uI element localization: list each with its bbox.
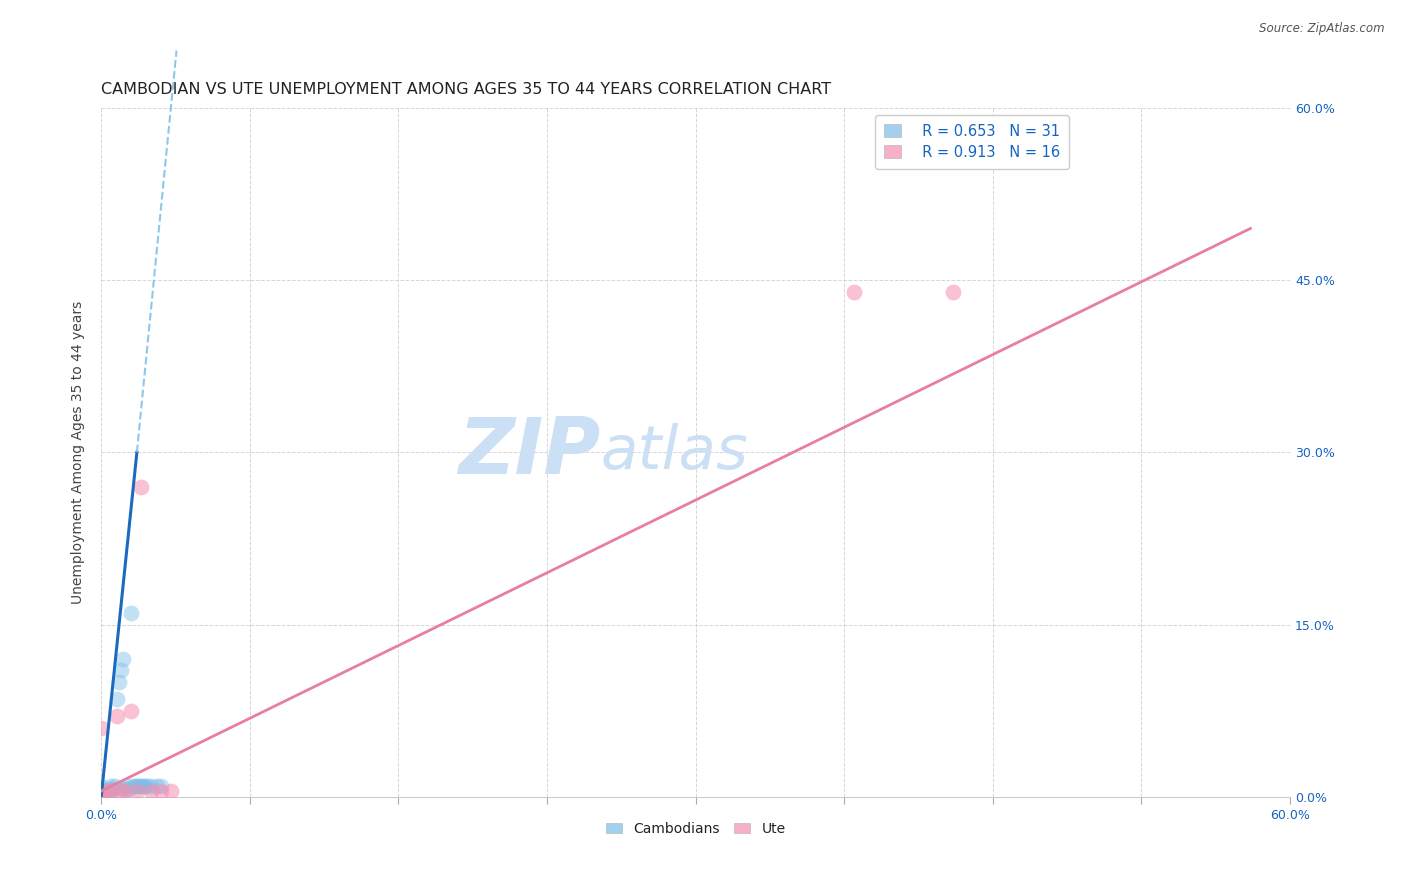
Y-axis label: Unemployment Among Ages 35 to 44 years: Unemployment Among Ages 35 to 44 years	[72, 301, 86, 604]
Point	[96, 784, 118, 798]
Text: atlas: atlas	[600, 423, 748, 482]
Point	[125, 780, 148, 794]
Point	[101, 781, 124, 796]
Text: Source: ZipAtlas.com: Source: ZipAtlas.com	[1260, 22, 1385, 36]
Point	[111, 652, 134, 666]
Point	[124, 780, 146, 794]
Point	[110, 780, 132, 795]
Point	[149, 784, 172, 798]
Point	[105, 709, 128, 723]
Point	[98, 781, 121, 796]
Point	[115, 780, 138, 794]
Point	[96, 784, 118, 798]
Point	[139, 780, 162, 794]
Point	[100, 780, 122, 794]
Text: ZIP: ZIP	[458, 415, 600, 491]
Point	[90, 786, 112, 800]
Point	[90, 780, 112, 794]
Point	[942, 285, 965, 299]
Text: CAMBODIAN VS UTE UNEMPLOYMENT AMONG AGES 35 TO 44 YEARS CORRELATION CHART: CAMBODIAN VS UTE UNEMPLOYMENT AMONG AGES…	[101, 82, 831, 97]
Point	[125, 784, 148, 798]
Point	[114, 781, 136, 796]
Point	[110, 784, 132, 798]
Point	[90, 789, 112, 804]
Point	[139, 784, 162, 798]
Point	[159, 784, 181, 798]
Point	[128, 780, 150, 794]
Point	[90, 782, 112, 797]
Point	[129, 780, 152, 794]
Point	[120, 704, 142, 718]
Point	[122, 780, 145, 794]
Legend: Cambodians, Ute: Cambodians, Ute	[600, 816, 792, 841]
Point	[132, 780, 155, 794]
Point	[842, 285, 865, 299]
Point	[104, 780, 127, 794]
Point	[134, 780, 156, 794]
Point	[149, 780, 172, 794]
Point	[129, 480, 152, 494]
Point	[114, 784, 136, 798]
Point	[100, 784, 122, 798]
Point	[120, 606, 142, 620]
Point	[105, 692, 128, 706]
Point	[108, 675, 131, 690]
Point	[100, 784, 122, 798]
Point	[145, 780, 167, 794]
Point	[90, 789, 112, 804]
Point	[135, 780, 157, 794]
Point	[110, 664, 132, 678]
Point	[90, 786, 112, 800]
Point	[90, 784, 112, 798]
Point	[118, 781, 141, 796]
Point	[90, 721, 112, 735]
